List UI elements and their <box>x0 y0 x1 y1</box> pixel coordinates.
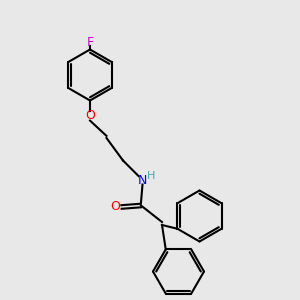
Text: H: H <box>147 171 156 182</box>
Text: O: O <box>85 109 95 122</box>
Text: F: F <box>86 36 94 50</box>
Text: O: O <box>111 200 120 214</box>
Text: N: N <box>138 173 147 187</box>
